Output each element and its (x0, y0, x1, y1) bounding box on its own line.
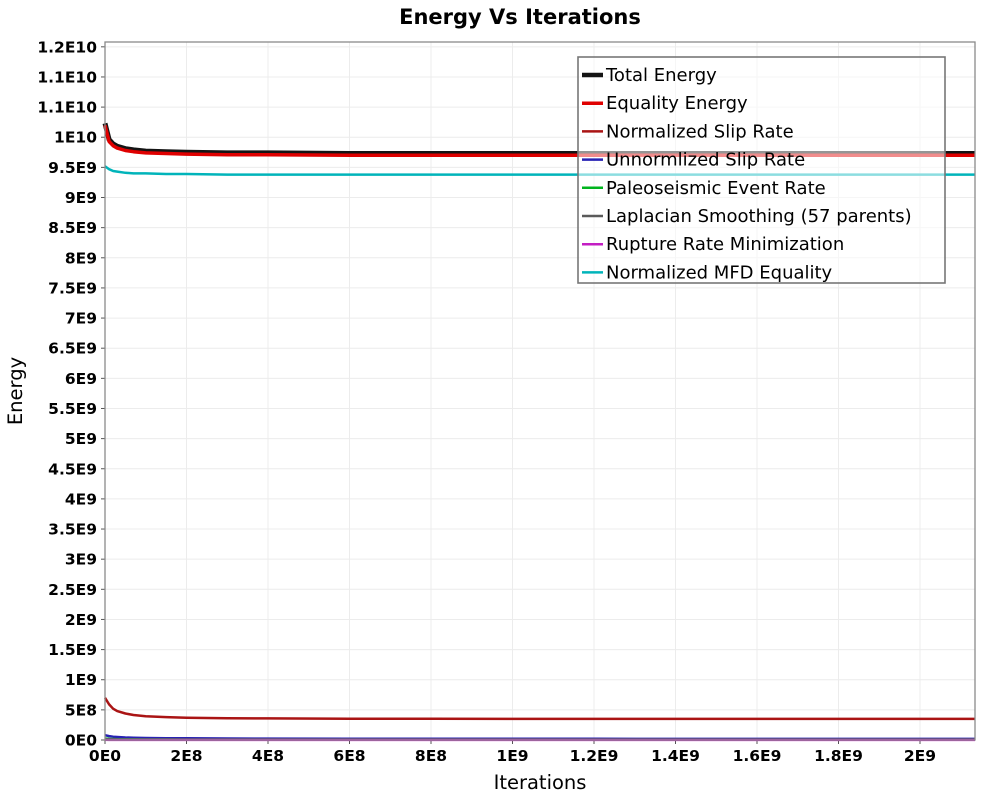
y-axis-title: Energy (4, 357, 27, 425)
y-tick-label: 0E0 (65, 732, 97, 750)
y-tick-label: 6E9 (65, 370, 97, 388)
x-tick-label: 1E9 (496, 747, 528, 765)
y-tick-label: 1.2E10 (37, 38, 97, 56)
legend: Total Energy Equality Energy Normalized Sl… (577, 56, 946, 284)
legend-label: Rupture Rate Minimization (606, 234, 844, 255)
y-tick-label: 1E9 (65, 671, 97, 689)
legend-label: Normalized MFD Equality (606, 262, 833, 283)
axis-ticks: 0E0 2E8 4E8 6E8 8E8 1E9 1.2E9 1.4E9 1.6E9 1.8E9 2E… (37, 38, 936, 765)
x-tick-label: 6E8 (333, 747, 365, 765)
legend-item-total-energy: Total Energy (582, 65, 717, 86)
legend-label: Unnormlized Slip Rate (606, 150, 805, 171)
x-tick-label: 1.4E9 (651, 747, 700, 765)
legend-label: Normalized Slip Rate (606, 121, 794, 142)
legend-item-unnormlized-slip-rate: Unnormlized Slip Rate (582, 150, 805, 171)
plot-border (104, 41, 976, 741)
legend-label: Total Energy (605, 65, 717, 86)
y-tick-label: 1E10 (54, 129, 97, 147)
legend-label: Paleoseismic Event Rate (606, 178, 826, 199)
legend-item-rupture-rate-minimization: Rupture Rate Minimization (582, 234, 844, 255)
y-tick-label: 4.5E9 (48, 460, 97, 478)
x-axis-title: Iterations (494, 771, 587, 794)
y-tick-label: 2E9 (65, 611, 97, 629)
y-tick-label: 7E9 (65, 310, 97, 328)
y-tick-label: 2.5E9 (48, 581, 97, 599)
y-tick-label: 5E9 (65, 430, 97, 448)
y-tick-label: 9E9 (65, 189, 97, 207)
legend-label: Laplacian Smoothing (57 parents) (606, 206, 912, 227)
legend-box (577, 56, 946, 284)
y-tick-label: 1.5E9 (48, 641, 97, 659)
x-tick-label: 0E0 (89, 747, 121, 765)
y-tick-label: 1.1E10 (37, 68, 97, 86)
y-tick-label: 3.5E9 (48, 521, 97, 539)
x-tick-label: 2E9 (904, 747, 936, 765)
y-tick-label: 4E9 (65, 490, 97, 508)
y-tick-label: 9.5E9 (48, 159, 97, 177)
legend-item-laplacian-smoothing-57-parents: Laplacian Smoothing (57 parents) (582, 206, 912, 227)
y-tick-label: 8E9 (65, 249, 97, 267)
series-line-normalized-slip-rate (103, 697, 975, 721)
legend-item-normalized-mfd-equality: Normalized MFD Equality (582, 262, 833, 283)
x-tick-label: 1.2E9 (570, 747, 619, 765)
legend-label: Equality Energy (606, 93, 748, 114)
x-tick-label: 1.6E9 (733, 747, 782, 765)
chart-title: Energy Vs Iterations (399, 5, 641, 29)
x-tick-label: 1.8E9 (814, 747, 863, 765)
y-tick-label: 7.5E9 (48, 279, 97, 297)
y-tick-label: 5E8 (65, 701, 97, 719)
x-tick-label: 8E8 (415, 747, 447, 765)
y-tick-label: 6.5E9 (48, 340, 97, 358)
legend-item-paleoseismic-event-rate: Paleoseismic Event Rate (582, 178, 826, 199)
legend-item-normalized-slip-rate: Normalized Slip Rate (582, 121, 794, 142)
x-tick-label: 4E8 (252, 747, 284, 765)
y-tick-label: 3E9 (65, 551, 97, 569)
x-tick-label: 2E8 (170, 747, 202, 765)
y-tick-label: 1.1E10 (37, 99, 97, 117)
y-tick-label: 5.5E9 (48, 400, 97, 418)
y-tick-label: 8.5E9 (48, 219, 97, 237)
legend-item-equality-energy: Equality Energy (582, 93, 748, 114)
